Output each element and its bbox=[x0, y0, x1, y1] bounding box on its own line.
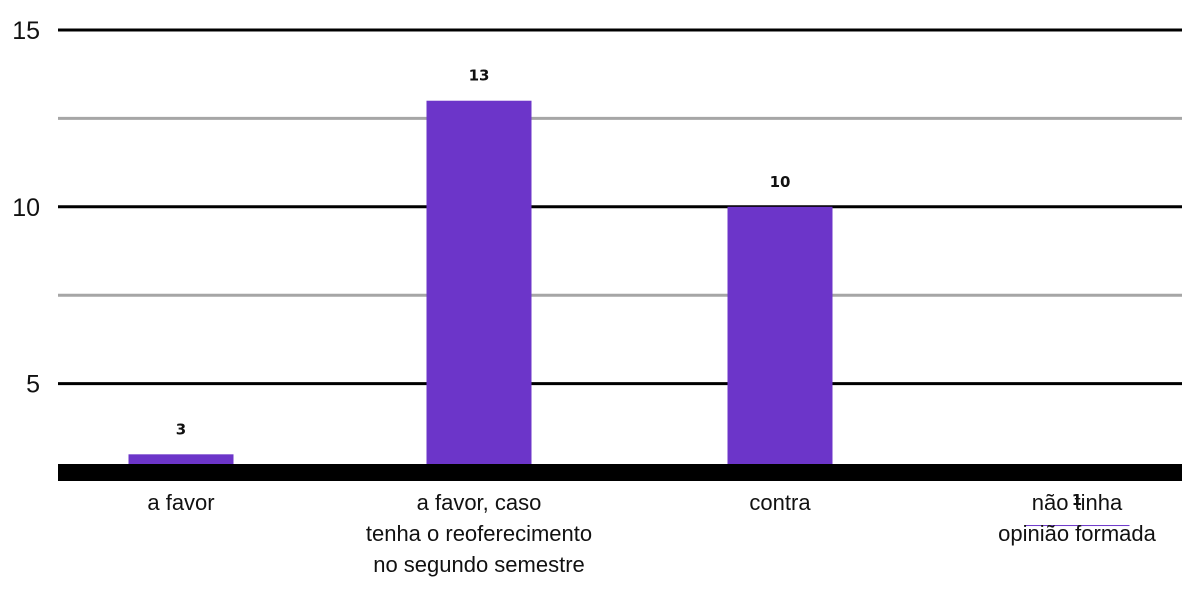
data-label: 1 bbox=[1072, 491, 1082, 509]
x-axis-line bbox=[58, 464, 1182, 481]
data-label: 13 bbox=[469, 67, 490, 85]
bar bbox=[1024, 525, 1130, 527]
y-tick-label: 5 bbox=[26, 371, 40, 399]
x-tick-label: no segundo semestre bbox=[373, 552, 585, 577]
bar bbox=[727, 206, 833, 473]
x-tick-label: tenha o reoferecimento bbox=[366, 521, 592, 546]
x-tick-label: a favor bbox=[147, 490, 214, 515]
x-axis bbox=[58, 464, 1182, 481]
x-tick-label: opinião formada bbox=[998, 521, 1157, 546]
data-label: 10 bbox=[770, 173, 791, 191]
x-tick-label: contra bbox=[749, 490, 811, 515]
bar bbox=[426, 100, 532, 472]
labels: 5 10 15 3 13 10 1 a favor a favor, caso tenha o r… bbox=[12, 17, 1156, 577]
y-tick-label: 10 bbox=[12, 194, 40, 222]
grid-lines bbox=[58, 28, 1182, 386]
y-tick-label: 15 bbox=[12, 17, 40, 45]
data-label: 3 bbox=[176, 420, 186, 438]
x-tick-label: a favor, caso bbox=[417, 490, 542, 515]
x-tick-label: não tinha bbox=[1032, 490, 1123, 515]
bars bbox=[128, 100, 1130, 527]
